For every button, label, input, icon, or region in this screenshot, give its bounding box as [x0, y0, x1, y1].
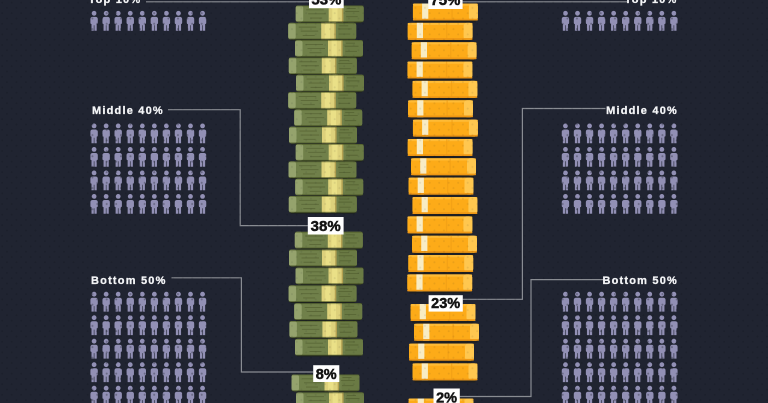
- svg-text:8%: 8%: [316, 367, 337, 383]
- svg-text:23%: 23%: [431, 296, 460, 312]
- svg-text:Middle 40%: Middle 40%: [92, 105, 164, 117]
- svg-text:Bottom 50%: Bottom 50%: [602, 275, 678, 287]
- svg-text:38%: 38%: [311, 218, 341, 235]
- svg-text:Middle 40%: Middle 40%: [606, 105, 678, 117]
- svg-text:Top 10%: Top 10%: [625, 0, 678, 6]
- svg-text:2%: 2%: [436, 390, 457, 403]
- svg-text:75%: 75%: [430, 0, 460, 9]
- svg-text:Top 10%: Top 10%: [89, 0, 142, 6]
- svg-text:53%: 53%: [311, 0, 341, 9]
- svg-text:Bottom 50%: Bottom 50%: [91, 275, 167, 287]
